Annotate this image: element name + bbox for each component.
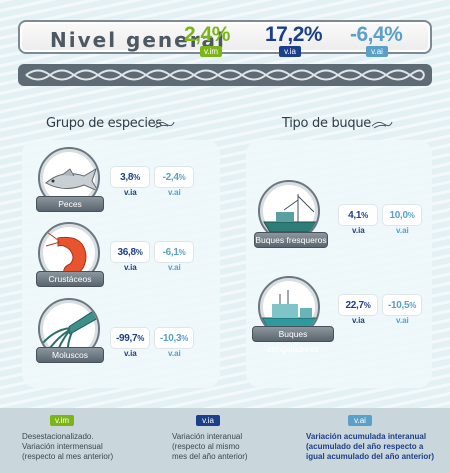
fresqueros-vai-value: 10,0% (382, 204, 422, 226)
congeladores-vai-value: -10,5% (382, 294, 422, 316)
trawler-icon (263, 194, 318, 233)
legend-vim-text: Desestacionalizado. Variación intermensu… (22, 432, 114, 461)
legend-vai-badge: v.ai (348, 415, 372, 426)
rope-divider (18, 64, 432, 86)
freezer-ship-icon (261, 290, 318, 329)
legend-vim-badge: v.im (50, 415, 74, 426)
peces-via-value: 3,8% (110, 166, 150, 188)
species-label-crustaceos: Crustáceos (36, 271, 104, 287)
crustaceos-via-value: 36,8% (110, 241, 150, 263)
general-vai-value: -6,4% (350, 23, 403, 46)
legend-via-badge: v.ia (196, 415, 220, 426)
rope-pattern-icon (25, 69, 425, 81)
general-via-badge: v.ia (279, 46, 301, 57)
vessel-section-title: Tipo de buque (282, 116, 371, 131)
moluscos-vai-value: -10,3% (154, 327, 194, 349)
crustaceos-vai-value: -6,1% (154, 241, 194, 263)
general-vai-badge: v.ai (366, 46, 388, 57)
congeladores-via-label: v.ia (352, 316, 365, 325)
legend-vai-text: Variación acumulada interanual (acumulad… (306, 432, 435, 461)
general-level-bar: Nivel general 2,4% v.im 17,2% v.ia -6,4%… (18, 20, 432, 57)
peces-via-label: v.ia (124, 188, 137, 197)
general-via-value: 17,2% (265, 23, 323, 46)
crustaceos-vai-label: v.ai (168, 263, 181, 272)
wave-ornament-icon (153, 121, 175, 129)
species-section-title: Grupo de especies (46, 116, 162, 131)
general-level-title: Nivel general (50, 28, 226, 52)
squid-icon (41, 307, 98, 358)
fresqueros-via-label: v.ia (352, 226, 365, 235)
general-vim-value: 2,4% (184, 23, 230, 46)
peces-vai-value: -2,4% (154, 166, 194, 188)
wave-ornament-icon (371, 121, 393, 129)
fish-icon (45, 167, 98, 192)
congeladores-vai-label: v.ai (396, 316, 409, 325)
moluscos-via-label: v.ia (124, 349, 137, 358)
fresqueros-vai-label: v.ai (396, 226, 409, 235)
general-vim-badge: v.im (200, 46, 222, 57)
peces-vai-label: v.ai (168, 188, 181, 197)
congeladores-via-value: 22,7% (338, 294, 378, 316)
species-label-moluscos: Moluscos (36, 347, 104, 363)
crustaceos-via-label: v.ia (124, 263, 137, 272)
fresqueros-via-value: 4,1% (338, 204, 378, 226)
species-label-peces: Peces (36, 196, 104, 212)
vessel-label-congeladores: Buques congeladores (252, 326, 334, 354)
vessel-label-fresqueros: Buques fresqueros (254, 232, 328, 248)
legend-panel: v.im Desestacionalizado. Variación inter… (0, 408, 450, 473)
trawler-circle (258, 180, 320, 242)
legend-via-text: Variación interanual (respecto al mismo … (172, 432, 248, 461)
moluscos-via-value: -99,7% (110, 327, 150, 349)
moluscos-vai-label: v.ai (168, 349, 181, 358)
